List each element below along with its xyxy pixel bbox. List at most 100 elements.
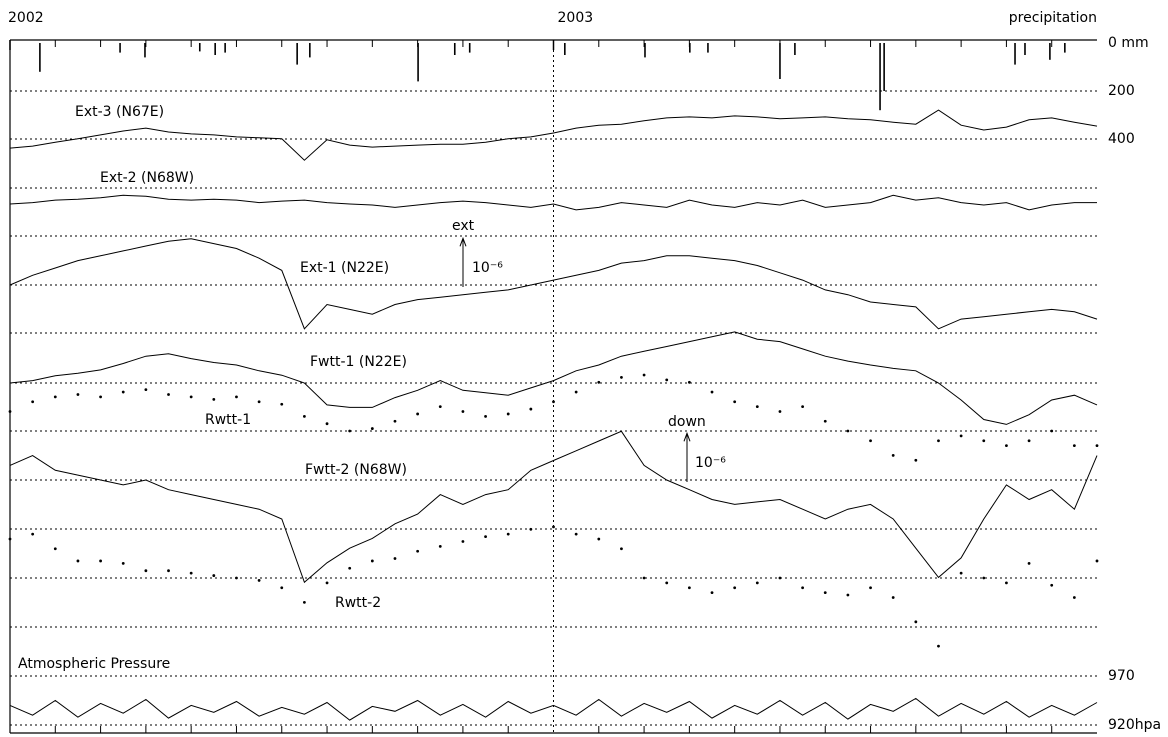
data-dot [959,434,963,438]
data-dot [710,390,714,394]
data-dot [348,566,352,570]
data-dot [484,414,487,418]
data-dot [370,559,374,563]
data-dot [665,378,669,382]
series-label: Ext-1 (N22E) [300,260,389,276]
data-dot [642,576,646,580]
precipitation-bar [1049,43,1051,60]
precipitation-bar [39,43,41,72]
series-label: Fwtt-2 (N68W) [305,462,407,478]
data-dot [552,525,555,529]
data-dot [710,591,714,595]
data-dot [1027,561,1031,565]
data-dot [212,574,216,577]
data-dot [1095,444,1099,448]
data-dot [642,373,646,377]
data-dot [416,549,420,553]
data-dot [914,620,918,624]
precipitation-bar [144,43,146,58]
data-dot [76,393,80,396]
y-tick-label: 0 mm [1108,35,1149,51]
precipitation-bar [1014,43,1016,65]
data-dot [167,569,170,573]
scale-label: ext [452,218,475,234]
series-label: Ext-3 (N67E) [75,104,164,120]
data-dot [620,547,623,551]
data-dot [144,569,148,573]
data-dot [1005,444,1008,448]
y-tick-label: 920hpa [1108,717,1161,733]
precipitation-bar [214,43,216,55]
arrow-head [459,236,467,247]
strain-trace [9,109,1098,161]
data-dot [1095,559,1099,563]
data-dot [597,537,601,541]
data-dot [438,544,442,548]
strain-trace [9,331,1098,425]
data-dot [846,593,850,597]
precipitation-bar [224,43,226,53]
data-dot [144,388,148,392]
data-dot [484,535,487,539]
data-dot [620,376,623,379]
data-dot [416,412,420,416]
precipitation-bar [879,43,881,111]
data-dot [302,414,306,418]
data-dot [325,422,329,426]
precipitation-bar [794,43,796,55]
data-dot [914,458,918,462]
data-dot [506,412,510,416]
data-dot [823,591,827,595]
data-dot [823,419,827,423]
precipitation-bar [707,43,709,53]
data-dot [393,557,397,560]
data-dot [891,596,895,599]
data-dot [869,439,872,443]
layout-grid [10,187,1097,628]
data-dot [99,559,102,563]
data-dot [1027,439,1031,443]
y-tick-label: 400 [1108,131,1135,147]
data-dot [189,571,193,575]
data-dot [801,586,805,590]
data-dot [121,561,125,565]
precipitation-bar [296,43,298,65]
data-dot [257,400,261,404]
strain-trace [9,430,1098,584]
data-dot [1072,444,1076,448]
year-label: 2002 [8,10,44,26]
scale-unit: 10⁻⁶ [695,455,726,471]
data-dot [733,586,737,590]
data-dot [665,581,669,585]
data-dot [574,532,578,536]
data-dot [121,390,125,394]
data-dot [189,395,193,399]
data-dot [257,579,261,582]
data-dot [393,419,397,423]
data-dot [891,453,895,457]
chart-title: precipitation [1009,10,1097,26]
y-tick-label: 970 [1108,668,1135,684]
data-dot [302,600,306,604]
data-dot [755,405,759,409]
data-dot [8,537,12,541]
data-dot [235,395,238,399]
precipitation-bar [779,43,781,79]
data-dot [461,540,465,543]
data-dot [1005,581,1008,585]
precipitation-bar [453,43,456,55]
data-dot [370,427,374,430]
data-dot [1050,583,1054,587]
data-dot [325,581,329,585]
data-dot [937,439,940,443]
data-dot [461,410,465,413]
data-dot [733,400,737,404]
strain-trace [9,238,1098,330]
data-dot [778,410,782,413]
precipitation-bar [417,43,419,82]
scale-label: down [668,414,706,430]
data-dot [235,576,238,580]
series-label: Ext-2 (N68W) [100,170,194,186]
year-label: 2003 [558,10,594,26]
precipitation-bar [309,43,311,58]
